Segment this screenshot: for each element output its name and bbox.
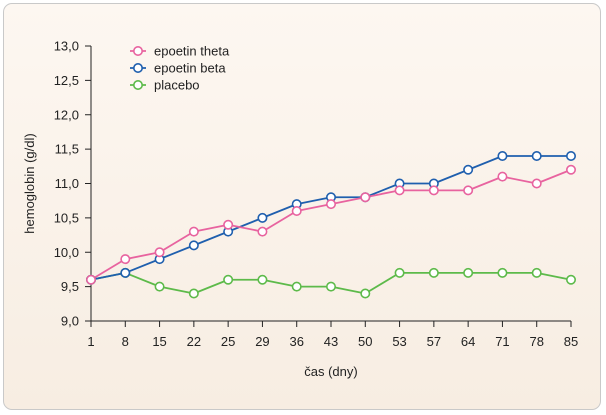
y-tick-label: 9,0	[61, 314, 79, 329]
data-point	[565, 151, 576, 162]
x-tick-label: 25	[221, 334, 235, 349]
data-point	[120, 267, 131, 278]
legend-marker	[133, 45, 144, 56]
x-tick-label: 29	[255, 334, 269, 349]
data-point	[428, 185, 439, 196]
x-tick-label: 22	[187, 334, 201, 349]
data-point	[565, 274, 576, 285]
data-point	[291, 206, 302, 217]
x-tick-label: 85	[564, 334, 578, 349]
data-point	[497, 151, 508, 162]
line-chart: 9,0 9,5 10,0 10,5 11,0 11,5 12,0 12,5 13,0 1 8 15 2…	[22, 39, 578, 380]
data-point	[154, 281, 165, 292]
x-tick-label: 50	[358, 334, 372, 349]
y-tick-label: 12,5	[54, 73, 79, 88]
data-point	[325, 281, 336, 292]
x-tick-label: 43	[324, 334, 338, 349]
legend-item: epoetin theta	[130, 44, 230, 59]
data-point	[188, 226, 199, 237]
data-point	[531, 267, 542, 278]
data-point	[188, 240, 199, 251]
x-tick-label: 57	[427, 334, 441, 349]
data-point	[257, 226, 268, 237]
data-point	[223, 219, 234, 230]
legend-item: placebo	[130, 78, 200, 93]
y-tick-label: 9,5	[61, 279, 79, 294]
series-line-epoetin-theta	[90, 168, 572, 281]
y-tick-label: 10,5	[54, 210, 79, 225]
legend-label: epoetin theta	[154, 44, 230, 59]
legend-item: epoetin beta	[130, 61, 226, 76]
x-tick-label: 78	[529, 334, 543, 349]
data-point	[120, 254, 131, 265]
data-point	[86, 274, 97, 285]
data-point	[257, 212, 268, 223]
y-tick-label: 13,0	[54, 39, 79, 54]
y-tick-label: 10,0	[54, 245, 79, 260]
data-point	[497, 171, 508, 182]
data-point	[360, 192, 371, 203]
data-point	[360, 288, 371, 299]
data-point	[463, 164, 474, 175]
data-point	[188, 288, 199, 299]
data-point	[257, 274, 268, 285]
legend-label: epoetin beta	[154, 61, 226, 76]
y-ticks: 9,0 9,5 10,0 10,5 11,0 11,5 12,0 12,5 13,0	[54, 39, 91, 329]
data-point	[565, 164, 576, 175]
x-tick-label: 53	[392, 334, 406, 349]
x-tick-label: 15	[152, 334, 166, 349]
legend-marker	[133, 62, 144, 73]
data-point	[531, 151, 542, 162]
data-point	[394, 267, 405, 278]
data-point	[428, 267, 439, 278]
legend-label: placebo	[154, 78, 200, 93]
data-point	[325, 199, 336, 210]
series-points	[86, 151, 576, 299]
legend: epoetin theta epoetin beta placebo	[130, 44, 230, 93]
x-axis-title: čas (dny)	[304, 364, 357, 379]
x-ticks: 1 8 15 22 25 29 36 43 50 53 57 64 71 78 85	[87, 321, 578, 349]
series-points-epoetin-beta	[86, 151, 576, 285]
x-tick-label: 1	[87, 334, 94, 349]
x-tick-label: 8	[122, 334, 129, 349]
data-point	[463, 267, 474, 278]
x-tick-label: 71	[495, 334, 509, 349]
y-tick-label: 12,0	[54, 107, 79, 122]
data-point	[394, 185, 405, 196]
series-points-epoetin-theta	[86, 164, 576, 285]
data-point	[291, 281, 302, 292]
data-point	[154, 247, 165, 258]
y-tick-label: 11,0	[55, 176, 79, 191]
legend-marker	[133, 80, 144, 91]
data-point	[463, 185, 474, 196]
x-tick-label: 36	[289, 334, 303, 349]
y-axis-title: hemoglobin (g/dl)	[22, 133, 37, 233]
series-points-placebo	[86, 267, 576, 299]
x-tick-label: 64	[461, 334, 475, 349]
data-point	[497, 267, 508, 278]
chart-frame: 9,0 9,5 10,0 10,5 11,0 11,5 12,0 12,5 13,0 1 8 15 2…	[3, 3, 601, 410]
data-point	[531, 178, 542, 189]
data-point	[223, 274, 234, 285]
y-tick-label: 11,5	[55, 142, 79, 157]
